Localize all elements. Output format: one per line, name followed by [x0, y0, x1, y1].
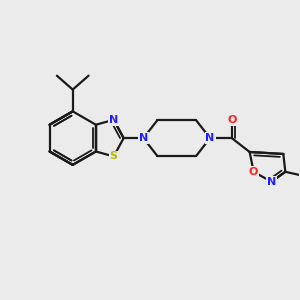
Text: N: N — [109, 115, 118, 125]
Text: N: N — [139, 133, 148, 143]
Text: O: O — [249, 167, 258, 177]
Text: N: N — [267, 177, 276, 187]
Text: O: O — [227, 115, 236, 125]
Text: S: S — [110, 152, 118, 161]
Text: N: N — [206, 133, 214, 143]
